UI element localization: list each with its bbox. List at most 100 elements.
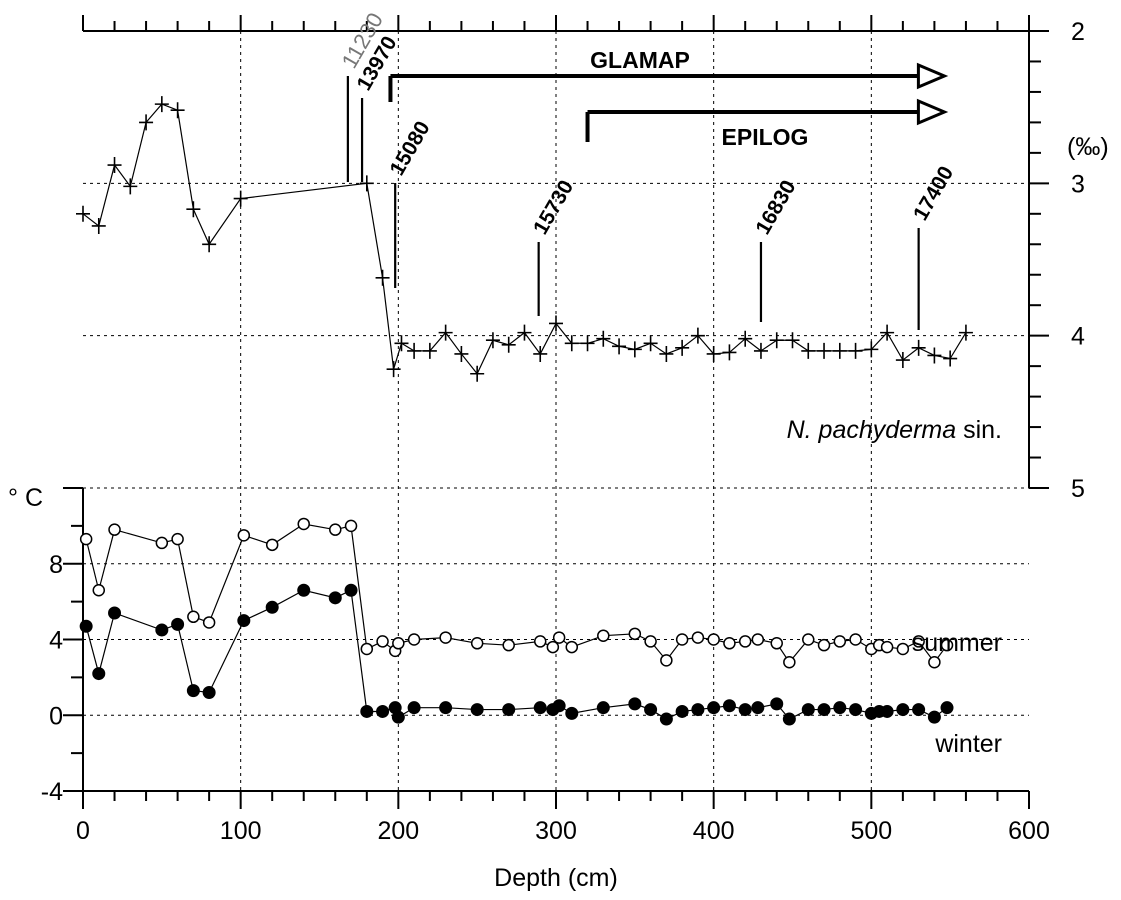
filled-circle-marker (751, 701, 765, 715)
open-circle-marker (108, 523, 121, 536)
plus-marker (596, 330, 611, 347)
left-tick-label: 8 (49, 551, 63, 579)
filled-circle-marker (833, 701, 847, 715)
series-label-pachyderma: N. pachyderma sin. (787, 416, 1002, 444)
open-circle-marker (751, 633, 765, 646)
filled-circle-marker (880, 704, 894, 718)
plus-marker (643, 335, 658, 352)
plus-marker (386, 361, 401, 378)
open-circle-marker (940, 638, 954, 652)
filled-circle-marker (801, 703, 815, 717)
filled-circle-marker (533, 701, 547, 715)
open-circle-marker (407, 633, 421, 646)
plus-marker (501, 336, 516, 353)
open-circle-marker (533, 635, 547, 648)
filled-circle-marker (297, 583, 311, 597)
plus-marker (943, 350, 958, 367)
filled-circle-marker (782, 712, 796, 726)
open-circle-marker (628, 627, 642, 641)
plus-marker (123, 178, 138, 195)
open-circle-marker (770, 637, 783, 650)
plus-marker (394, 335, 409, 352)
plus-marker (753, 342, 768, 359)
plus-marker (958, 324, 973, 341)
series-line-filled-circle (85, 589, 948, 720)
plus-marker (375, 269, 390, 286)
left-tick-label: 4 (49, 627, 63, 655)
axes (63, 15, 1049, 809)
plus-marker (139, 114, 154, 131)
open-circle-marker (802, 633, 815, 646)
filled-circle-marker (92, 667, 106, 681)
x-tick-label: 0 (76, 817, 90, 845)
plus-marker (470, 365, 485, 382)
open-circle-marker (691, 631, 705, 644)
filled-circle-marker (770, 697, 784, 711)
plus-marker (848, 342, 863, 359)
filled-circle-marker (896, 703, 910, 717)
open-circle-marker (546, 640, 560, 654)
series-line-open-circle (85, 523, 948, 664)
series-label-summer: summer (912, 629, 1002, 657)
filled-circle-marker (675, 704, 689, 718)
annotations (346, 62, 949, 330)
filled-circle-marker (439, 701, 453, 715)
age-marker-label: 15730 (529, 176, 578, 238)
filled-circle-marker (155, 623, 169, 637)
filled-circle-marker (376, 704, 390, 718)
filled-circle-marker (552, 699, 566, 713)
plus-marker (438, 324, 453, 341)
open-circle-marker (783, 655, 796, 669)
x-tick-label: 600 (1008, 817, 1050, 845)
filled-circle-marker (940, 701, 954, 715)
plus-marker (549, 315, 563, 332)
plus-marker (722, 344, 737, 361)
x-tick-label: 500 (850, 817, 892, 845)
left-tick-label: -4 (41, 778, 63, 806)
right-tick-label: 4 (1071, 323, 1085, 351)
plus-marker (485, 332, 500, 349)
plus-marker (706, 345, 721, 362)
filled-circle-marker (470, 703, 484, 717)
plus-marker (738, 330, 753, 347)
open-circle-marker (329, 523, 342, 536)
right-axis-unit: (‰) (1067, 133, 1109, 161)
filled-circle-marker (927, 710, 941, 724)
plus-marker (627, 341, 642, 358)
plus-marker (517, 324, 532, 341)
plus-marker (422, 342, 437, 359)
open-circle-marker (675, 633, 689, 646)
series-label-italic: N. pachyderma (787, 416, 957, 444)
open-circle-marker (912, 635, 925, 648)
right-tick-label: 3 (1071, 170, 1085, 198)
age-marker-label: 17400 (909, 162, 958, 224)
open-circle-marker (896, 642, 910, 656)
filled-circle-marker (849, 703, 863, 717)
x-tick-label: 400 (693, 817, 735, 845)
filled-circle-marker (738, 703, 752, 717)
series-label-winter: winter (934, 730, 1002, 758)
x-tick-label: 200 (377, 817, 419, 845)
plus-marker (359, 175, 374, 192)
open-circle-marker (202, 616, 216, 629)
plus-marker (580, 335, 595, 352)
range-arrow-head (916, 98, 949, 126)
filled-circle-marker (328, 591, 342, 605)
open-circle-marker (817, 638, 831, 652)
plus-marker (895, 352, 910, 369)
filled-circle-marker (391, 710, 405, 724)
range-arrow-label: GLAMAP (590, 47, 690, 73)
plus-marker (91, 217, 106, 234)
plus-marker (454, 345, 469, 362)
right-tick-label: 2 (1071, 18, 1085, 46)
open-circle-marker (833, 635, 847, 648)
open-circle-marker (187, 610, 200, 624)
range-arrow-head (916, 62, 949, 90)
open-circle-marker (723, 637, 736, 650)
open-circle-marker (344, 519, 358, 533)
filled-circle-marker (360, 704, 374, 718)
plus-marker (659, 345, 674, 362)
filled-circle-marker (108, 606, 122, 620)
filled-circle-marker (644, 703, 658, 717)
